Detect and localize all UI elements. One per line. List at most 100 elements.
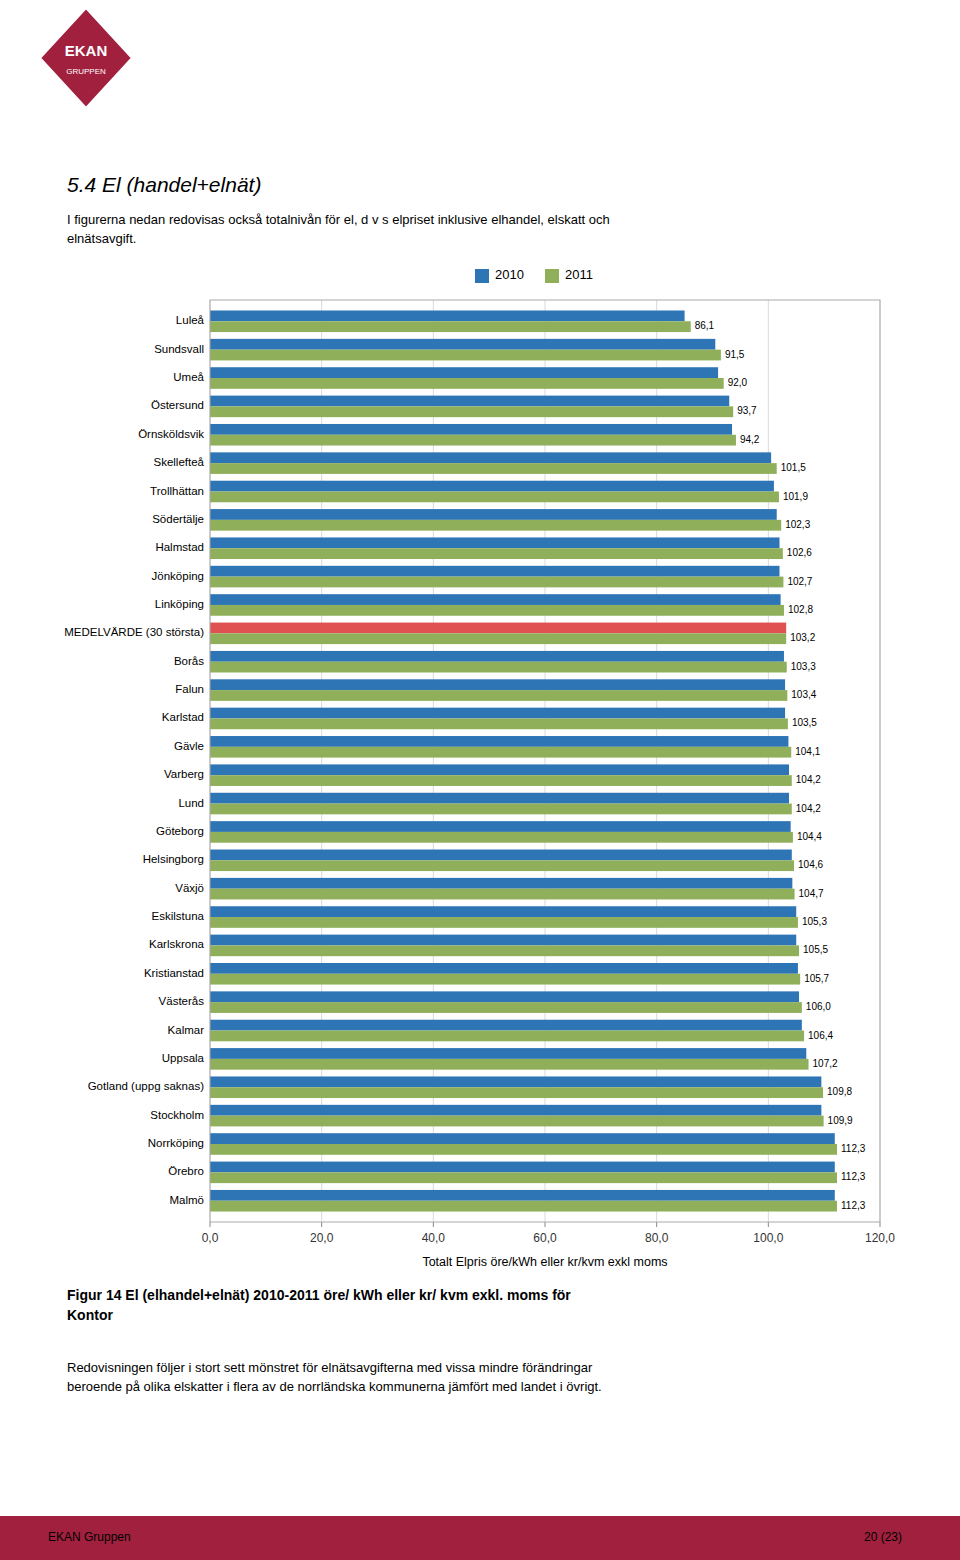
plot-background [210,300,880,1222]
section-body: elnätsavgift. [67,231,136,246]
logo-diamond [40,8,132,108]
data-label: 109,8 [827,1086,852,1097]
bar [210,718,788,729]
category-label: Södertälje [152,513,204,525]
tick-label: 100,0 [753,1231,783,1245]
legend-label: 2010 [495,267,524,282]
category-label: Växjö [175,882,204,894]
tick-mark [210,1222,211,1227]
category-label: Sundsvall [154,343,204,355]
bar [210,708,785,719]
data-label: 104,6 [798,859,823,870]
data-label: 103,5 [792,717,817,728]
legend-swatch [545,269,559,283]
bar [210,1105,821,1116]
body-text: beroende på olika elskatter i flera av d… [67,1379,602,1394]
category-label: Linköping [155,598,204,610]
bar [210,821,791,832]
category-label: Kristianstad [144,967,204,979]
bar [210,1076,821,1087]
footer-text: EKAN Gruppen [48,1530,131,1544]
legend-label: 2011 [565,267,593,282]
bar [210,974,800,985]
category-label: Örebro [168,1165,204,1177]
bar [210,463,777,474]
bar [210,1133,835,1144]
logo: EKANGRUPPEN [40,8,132,108]
page-background [0,0,960,1560]
page: EKANGRUPPEN5.4 El (handel+elnät)I figure… [0,0,960,1560]
y-axis: LuleåSundsvallUmeåÖstersundÖrnsköldsvikS… [64,314,204,1205]
bar [210,1020,802,1031]
tick-label: 20,0 [310,1231,334,1245]
data-labels: 86,191,592,093,794,2101,5101,9102,3102,6… [695,320,866,1210]
data-label: 102,6 [787,547,812,558]
data-label: 104,2 [796,803,821,814]
category-label: Umeå [173,371,204,383]
tick-mark [433,1222,434,1227]
category-label: Falun [175,683,204,695]
data-label: 92,0 [728,377,748,388]
bar [210,690,787,701]
tick-label: 60,0 [533,1231,557,1245]
bar [210,945,799,956]
bar [210,1172,837,1183]
bar [210,991,799,1002]
plot-frame [210,300,880,1222]
category-label: Norrköping [148,1137,204,1149]
bar [210,804,792,815]
category-label: Varberg [164,768,204,780]
category-label: Östersund [151,399,204,411]
data-label: 104,4 [797,831,822,842]
x-axis: 0,020,040,060,080,0100,0120,0Totalt Elpr… [202,1222,896,1269]
data-label: 106,0 [806,1001,831,1012]
category-label: Lund [178,797,204,809]
bar [210,764,789,775]
bar [210,906,796,917]
category-label: Gotland (uppg saknas) [88,1080,205,1092]
footer-bar [0,1516,960,1560]
bar [210,775,792,786]
bar [210,662,787,673]
bar [210,605,784,616]
tick-label: 80,0 [645,1231,669,1245]
category-label: Uppsala [162,1052,205,1064]
data-label: 94,2 [740,434,760,445]
data-label: 102,3 [785,519,810,530]
bar [210,963,798,974]
footer-text: 20 (23) [864,1530,902,1544]
category-label: Malmö [169,1194,204,1206]
bar [210,396,729,407]
category-label: Kalmar [168,1024,205,1036]
bar [210,452,771,463]
data-label: 101,5 [781,462,806,473]
bar [210,537,780,548]
category-label: Västerås [159,995,205,1007]
tick-label: 120,0 [865,1231,895,1245]
bar [210,577,783,588]
data-label: 103,3 [791,661,816,672]
bar [210,1201,837,1212]
category-label: Göteborg [156,825,204,837]
section-body: I figurerna nedan redovisas också totaln… [67,212,610,227]
tick-label: 40,0 [422,1231,446,1245]
bar [210,860,794,871]
bar [210,548,783,559]
tick-label: 0,0 [202,1231,219,1245]
category-label: Jönköping [152,570,204,582]
category-label: Eskilstuna [152,910,205,922]
bar [210,566,780,577]
data-label: 101,9 [783,491,808,502]
data-label: 86,1 [695,320,715,331]
category-label: Luleå [176,314,205,326]
bar [210,1116,824,1127]
data-label: 104,2 [796,774,821,785]
bar [210,793,789,804]
caption-line: Figur 14 El (elhandel+elnät) 2010-2011 ö… [67,1287,571,1303]
bar [210,633,786,644]
bar [210,378,724,389]
bar [210,1144,837,1155]
logo-subtext: GRUPPEN [66,67,106,76]
data-label: 104,1 [795,746,820,757]
chart: 0,020,040,060,080,0100,0120,0Totalt Elpr… [64,267,895,1269]
